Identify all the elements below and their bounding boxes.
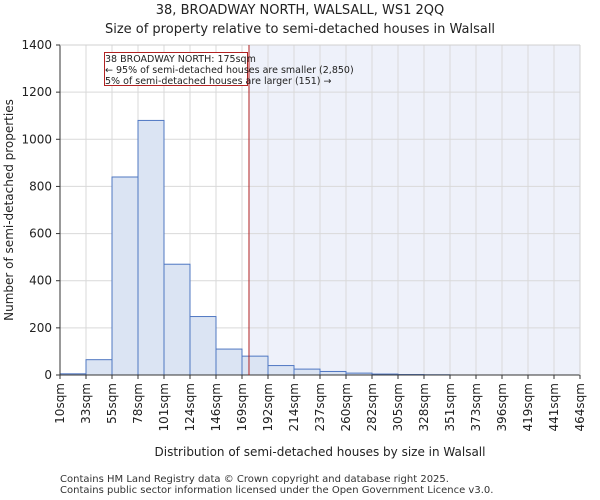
y-tick-label: 1000 xyxy=(21,132,52,146)
annotation-line-2: ← 95% of semi-detached houses are smalle… xyxy=(105,65,354,76)
x-tick-label: 305sqm xyxy=(391,383,405,431)
x-tick-label: 10sqm xyxy=(53,383,67,424)
bar xyxy=(137,119,165,376)
x-tick-label: 441sqm xyxy=(547,383,561,431)
annotation-line-1: 38 BROADWAY NORTH: 175sqm xyxy=(105,54,256,65)
x-tick-label: 101sqm xyxy=(157,383,171,431)
footer-line-1: Contains HM Land Registry data © Crown c… xyxy=(60,474,449,485)
x-tick-label: 328sqm xyxy=(417,383,431,431)
y-axis-label: Number of semi-detached properties xyxy=(2,99,16,321)
property-annotation: 38 BROADWAY NORTH: 175sqm ← 95% of semi-… xyxy=(104,52,354,87)
bar xyxy=(241,355,269,376)
annotation-line-3: 5% of semi-detached houses are larger (1… xyxy=(105,76,332,87)
bar xyxy=(293,368,321,376)
x-tick-label: 396sqm xyxy=(495,383,509,431)
x-tick-label: 464sqm xyxy=(573,383,587,431)
x-tick-label: 260sqm xyxy=(339,383,353,431)
y-tick-label: 0 xyxy=(44,368,52,382)
y-tick-label: 600 xyxy=(29,227,52,241)
x-tick-label: 214sqm xyxy=(287,383,301,431)
x-tick-label: 351sqm xyxy=(443,383,457,431)
larger-region-shade xyxy=(248,45,580,375)
bar xyxy=(267,365,295,376)
chart-subtitle: Size of property relative to semi-detach… xyxy=(104,22,496,37)
bar xyxy=(163,263,191,376)
y-tick-label: 1200 xyxy=(21,85,52,99)
x-axis-label: Distribution of semi-detached houses by … xyxy=(155,445,486,459)
x-tick-label: 282sqm xyxy=(365,383,379,431)
bar xyxy=(111,176,139,376)
bar xyxy=(215,348,243,376)
x-tick-label: 192sqm xyxy=(261,383,275,431)
bar xyxy=(189,316,217,376)
x-tick-label: 55sqm xyxy=(105,383,119,424)
x-tick-label: 237sqm xyxy=(313,383,327,431)
y-tick-label: 200 xyxy=(29,321,52,335)
y-tick-label: 1400 xyxy=(21,38,52,52)
bar xyxy=(319,370,347,376)
chart-title: 38, BROADWAY NORTH, WALSALL, WS1 2QQ xyxy=(155,3,445,18)
x-tick-label: 373sqm xyxy=(469,383,483,431)
x-tick-label: 124sqm xyxy=(183,383,197,431)
x-tick-label: 146sqm xyxy=(209,383,223,431)
x-tick-label: 169sqm xyxy=(235,383,249,431)
x-tick-label: 33sqm xyxy=(79,383,93,424)
bar xyxy=(85,359,113,376)
y-tick-label: 400 xyxy=(29,274,52,288)
x-tick-label: 78sqm xyxy=(131,383,145,424)
footer-line-2: Contains public sector information licen… xyxy=(60,485,494,496)
y-tick-label: 800 xyxy=(29,179,52,193)
x-tick-label: 419sqm xyxy=(521,383,535,431)
